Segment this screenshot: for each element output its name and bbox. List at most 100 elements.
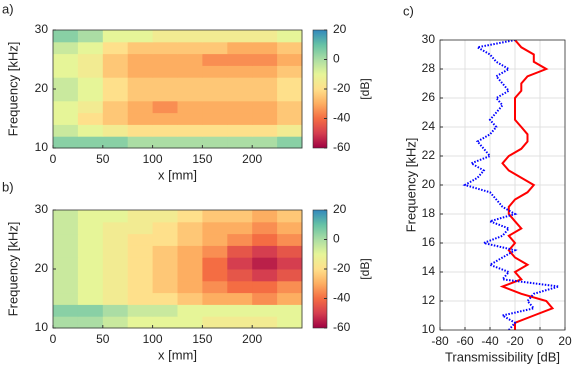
x-tick-label: -60	[456, 334, 474, 348]
heatmap-cell	[277, 136, 303, 149]
y-tick-label: 26	[422, 90, 436, 104]
heatmap-cell	[53, 136, 79, 149]
heatmap-cell	[102, 124, 129, 137]
colorbar-tick-label: -40	[333, 111, 351, 125]
heatmap-cell	[252, 245, 278, 258]
colorbar-tick-label: 0	[333, 52, 340, 66]
y-tick-label: 20	[35, 261, 49, 275]
heatmap-cell	[177, 269, 203, 282]
heatmap-cell	[77, 53, 104, 66]
x-axis-label: Transmissibility [dB]	[445, 349, 560, 364]
heatmap-cell	[227, 245, 253, 258]
heatmap-cell	[127, 41, 154, 55]
heatmap-cell	[227, 280, 253, 294]
colorbar-tick-label: -60	[333, 140, 351, 154]
heatmap-cell	[77, 100, 104, 114]
heatmap-cell	[177, 124, 203, 137]
heatmap-cell	[127, 77, 154, 90]
heatmap-cell	[202, 316, 228, 329]
heatmap-cell	[77, 124, 104, 137]
heatmap-cell	[102, 245, 129, 258]
heatmap-cell	[127, 221, 154, 235]
heatmap-cell	[53, 257, 79, 270]
heatmap-cell	[177, 316, 203, 329]
heatmap-cell	[152, 210, 178, 223]
heatmap-cell	[152, 89, 178, 102]
heatmap-cell	[77, 41, 104, 55]
heatmap-cell	[152, 269, 178, 282]
heatmap-cell	[127, 53, 154, 66]
heatmap-cell	[252, 280, 278, 294]
heatmap-cell	[202, 292, 228, 305]
heatmap-cell	[152, 316, 178, 329]
heatmap-cell	[127, 30, 154, 43]
heatmap-cell	[77, 269, 104, 282]
heatmap-cell	[277, 89, 303, 102]
heatmap-cell	[177, 304, 203, 317]
heatmap-cell	[77, 257, 104, 270]
x-tick-label: -80	[431, 334, 449, 348]
heatmap-cell	[227, 210, 253, 223]
panel-label: c)	[403, 3, 414, 18]
y-tick-label: 20	[422, 177, 436, 191]
heatmap-cell	[252, 257, 278, 270]
heatmap-cell	[177, 280, 203, 294]
heatmap-cell	[202, 210, 228, 223]
heatmap-cell	[202, 89, 228, 102]
y-tick-label: 30	[422, 32, 436, 46]
heatmap-cell	[77, 292, 104, 305]
heatmap-cell	[102, 77, 129, 90]
y-tick-label: 10	[35, 320, 49, 334]
heatmap-cell	[77, 65, 104, 78]
y-tick-label: 14	[422, 264, 436, 278]
heatmap-cell	[252, 65, 278, 78]
heatmap-cell	[102, 269, 129, 282]
heatmap-cell	[53, 210, 79, 223]
heatmap-cell	[53, 89, 79, 102]
heatmap-cell	[152, 30, 178, 43]
heatmap-cell	[252, 292, 278, 305]
x-tick-label: 0	[537, 334, 544, 348]
heatmap-cell	[252, 221, 278, 235]
heatmap-cell	[277, 210, 303, 223]
x-tick-label: 150	[192, 332, 212, 346]
heatmap-cell	[77, 245, 104, 258]
heatmap-cell	[53, 245, 79, 258]
x-tick-label: 20	[558, 334, 572, 348]
heatmap-cell	[177, 89, 203, 102]
heatmap-cell	[277, 316, 303, 329]
heatmap-cell	[227, 41, 253, 55]
heatmap-cell	[227, 65, 253, 78]
heatmap-cell	[277, 304, 303, 317]
heatmap-cell	[102, 257, 129, 270]
heatmap-cell	[252, 316, 278, 329]
heatmap-cell	[177, 292, 203, 305]
heatmap-cell	[152, 65, 178, 78]
panel-label: b)	[2, 179, 14, 194]
y-tick-label: 20	[35, 81, 49, 95]
heatmap-cell	[202, 65, 228, 78]
heatmap-cell	[53, 53, 79, 66]
heatmap-cell	[102, 316, 129, 329]
y-axis-label: Frequency [kHz]	[403, 138, 418, 233]
heatmap-cell	[102, 280, 129, 294]
heatmap-cell	[152, 221, 178, 235]
colorbar-tick-label: -40	[333, 291, 351, 305]
heatmap-cell	[102, 112, 129, 125]
heatmap-cell	[152, 124, 178, 137]
heatmap-cell	[277, 292, 303, 305]
x-tick-label: 50	[96, 152, 110, 166]
heatmap-cell	[53, 280, 79, 294]
heatmap-cell	[227, 257, 253, 270]
heatmap-cell	[77, 89, 104, 102]
heatmap-cell	[177, 221, 203, 235]
heatmap-cell	[77, 233, 104, 246]
heatmap-cell	[53, 77, 79, 90]
heatmap-cell	[252, 304, 278, 317]
heatmap-cell	[202, 124, 228, 137]
x-axis-label: x [mm]	[158, 167, 197, 182]
y-tick-label: 12	[422, 293, 436, 307]
y-tick-label: 30	[35, 22, 49, 36]
plot-frame	[439, 39, 566, 331]
colorbar-tick-label: -20	[333, 81, 351, 95]
